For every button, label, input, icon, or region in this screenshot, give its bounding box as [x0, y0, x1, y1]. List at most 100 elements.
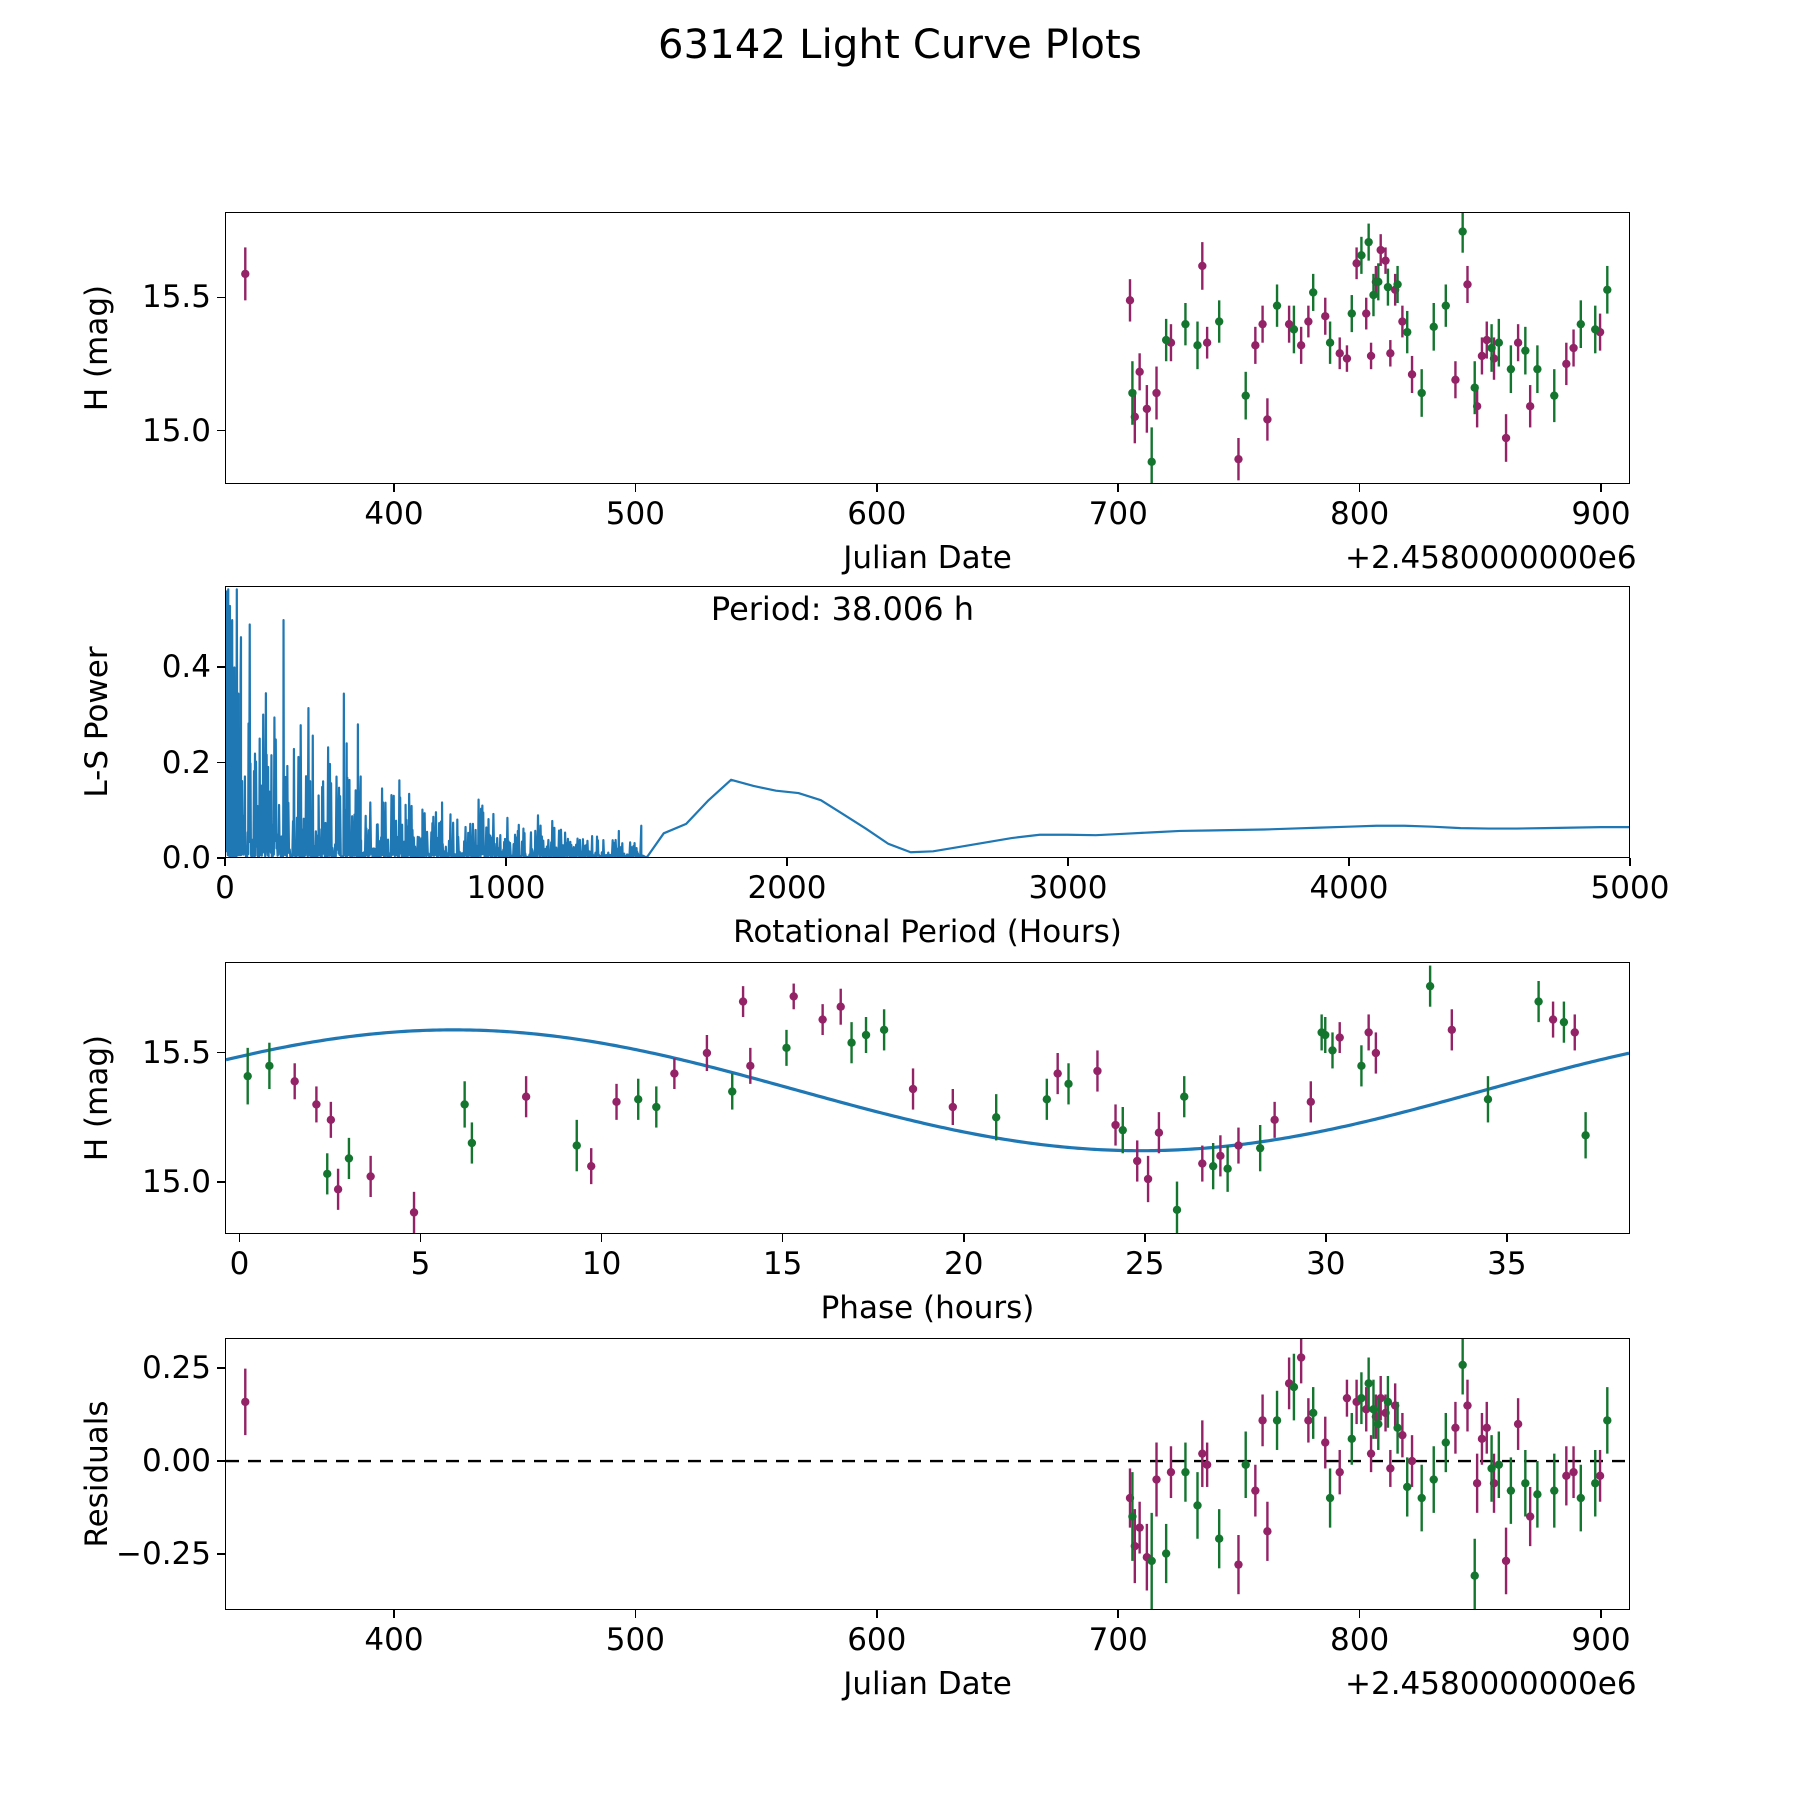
xtick-2-1 [419, 1234, 422, 1242]
xtick-0-2 [876, 484, 878, 492]
xticklabel-2-6: 30 [1306, 1246, 1346, 1282]
yticklabel-3-2: −0.25 [116, 1536, 211, 1573]
xtick-1-1 [505, 858, 507, 866]
yticklabel-2-0: 15.0 [141, 1164, 211, 1201]
xtick-3-3 [1117, 1610, 1119, 1618]
xticklabel-1-5: 5000 [1590, 870, 1670, 906]
yticklabel-2-1: 15.5 [141, 1034, 211, 1071]
xtick-0-4 [1358, 484, 1361, 492]
xtick-3-4 [1358, 1610, 1361, 1618]
ytick-0-0 [217, 429, 225, 432]
xtick-3-1 [634, 1610, 637, 1618]
xticklabel-0-3: 700 [1088, 496, 1148, 532]
xaxis-title-3: Julian Date [843, 1666, 1012, 1702]
yticklabel-3-1: 0.00 [141, 1442, 211, 1479]
xtick-2-5 [1143, 1234, 1146, 1242]
xticklabel-3-5: 900 [1571, 1622, 1631, 1658]
series-green-band [243, 966, 1590, 1233]
xtick-1-4 [1348, 858, 1350, 866]
yaxis-title-2: H (mag) [79, 1034, 115, 1162]
xticklabel-2-3: 15 [762, 1246, 803, 1282]
xtick-0-5 [1600, 484, 1602, 492]
periodogram-annotation: Period: 38.006 h [710, 590, 975, 628]
panel-residuals-plot-area [226, 1339, 1629, 1609]
ytick-1-2 [217, 666, 225, 668]
xticklabel-0-0: 400 [364, 496, 424, 532]
xaxis-offset-3: +2.4580000000e6 [1345, 1666, 1637, 1702]
xaxis-offset-0: +2.4580000000e6 [1345, 540, 1637, 576]
xaxis-title-0: Julian Date [843, 540, 1012, 576]
phase-curve-canvas [226, 963, 1629, 1233]
xtick-2-7 [1506, 1234, 1508, 1242]
ytick-1-1 [217, 761, 225, 764]
xtick-0-1 [634, 484, 637, 492]
yticklabel-1-0: 0.0 [161, 840, 211, 876]
panel-phase-curve-plot-area [226, 963, 1629, 1233]
ytick-3-2 [217, 1553, 225, 1555]
xticklabel-1-4: 4000 [1309, 870, 1389, 906]
light-curve-canvas [241, 213, 1612, 483]
figure-title: 63142 Light Curve Plots [657, 22, 1143, 68]
panel-light-curve [225, 212, 1630, 484]
periodogram-canvas [226, 587, 1629, 857]
xticklabel-1-0: 0 [215, 870, 235, 906]
yticklabel-0-0: 15.0 [141, 412, 211, 449]
xticklabel-3-4: 800 [1330, 1622, 1390, 1658]
xticklabel-3-1: 500 [605, 1622, 665, 1658]
yaxis-title-0: H (mag) [79, 284, 115, 412]
xtick-1-3 [1067, 858, 1069, 866]
xtick-2-2 [600, 1234, 603, 1242]
ytick-3-0 [217, 1367, 225, 1369]
xaxis-title-1: Rotational Period (Hours) [733, 914, 1122, 950]
xticklabel-1-2: 2000 [747, 870, 827, 906]
panel-residuals [225, 1338, 1630, 1610]
xticklabel-3-0: 400 [364, 1622, 424, 1658]
xticklabel-2-2: 10 [581, 1246, 622, 1282]
yaxis-title-1: L-S Power [79, 646, 115, 798]
xtick-3-2 [876, 1610, 878, 1618]
xticklabel-2-4: 20 [943, 1246, 984, 1282]
xticklabel-2-0: 0 [229, 1246, 250, 1282]
yaxis-title-3: Residuals [79, 1400, 115, 1548]
xtick-3-5 [1600, 1610, 1602, 1618]
xtick-1-0 [224, 858, 226, 866]
panel-light-curve-plot-area [226, 213, 1629, 483]
ytick-2-0 [217, 1181, 225, 1183]
series-magenta-band [241, 1339, 1605, 1594]
yticklabel-1-2: 0.4 [161, 649, 211, 686]
xtick-1-2 [786, 858, 788, 866]
xticklabel-2-7: 35 [1487, 1246, 1527, 1282]
ytick-3-1 [217, 1460, 225, 1462]
xtick-2-4 [962, 1234, 965, 1242]
ytick-0-1 [217, 296, 225, 299]
panel-periodogram-plot-area [226, 587, 1629, 857]
xaxis-title-2: Phase (hours) [820, 1290, 1035, 1326]
yticklabel-0-1: 15.5 [141, 279, 211, 316]
xticklabel-0-5: 900 [1571, 496, 1631, 532]
xtick-3-0 [393, 1610, 395, 1618]
xticklabel-0-1: 500 [605, 496, 665, 532]
panel-phase-curve [225, 962, 1630, 1234]
series-magenta-band [290, 984, 1579, 1233]
xticklabel-0-2: 600 [847, 496, 907, 532]
xticklabel-0-4: 800 [1330, 496, 1390, 532]
xticklabel-3-3: 700 [1088, 1622, 1148, 1658]
xtick-2-3 [781, 1234, 784, 1242]
xtick-0-3 [1117, 484, 1119, 492]
series-green-band [1128, 213, 1612, 483]
ytick-2-1 [217, 1051, 225, 1054]
yticklabel-3-0: 0.25 [141, 1349, 211, 1386]
yticklabel-1-1: 0.2 [161, 744, 211, 781]
series-magenta-band [241, 234, 1605, 480]
residuals-canvas [226, 1339, 1629, 1609]
xtick-2-6 [1325, 1234, 1327, 1242]
xticklabel-1-3: 3000 [1028, 870, 1108, 906]
xticklabel-2-1: 5 [410, 1246, 431, 1282]
xticklabel-3-2: 600 [847, 1622, 907, 1658]
xtick-1-5 [1629, 858, 1631, 866]
series-green-band [1128, 1339, 1612, 1609]
xtick-0-0 [393, 484, 395, 492]
xticklabel-1-1: 1000 [466, 870, 546, 906]
panel-periodogram [225, 586, 1630, 858]
